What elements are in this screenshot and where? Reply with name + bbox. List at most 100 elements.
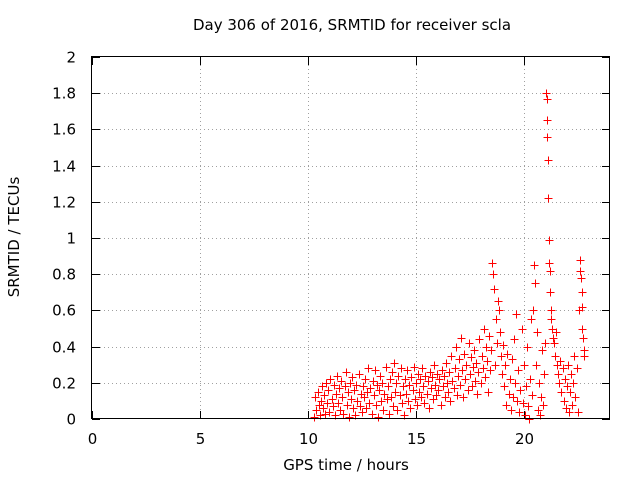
x-tick-label: 5 (196, 430, 206, 448)
data-point (323, 399, 332, 408)
data-point (415, 388, 424, 397)
data-point (409, 386, 418, 395)
data-point (440, 372, 449, 381)
data-point (410, 363, 419, 372)
data-point (560, 397, 569, 406)
y-tick-labels: 0 0.2 0.4 0.6 0.8 1 1.2 1.4 1.6 1.8 2 (52, 49, 76, 429)
data-point (394, 372, 403, 381)
data-point (337, 377, 346, 386)
data-point (464, 386, 473, 395)
data-point (509, 393, 518, 402)
data-point (385, 410, 394, 419)
x-tick-label: 20 (515, 430, 534, 448)
data-point (511, 379, 520, 388)
data-point (543, 95, 552, 104)
data-point (524, 402, 533, 411)
data-point (498, 370, 507, 379)
data-point (544, 194, 553, 203)
data-points (310, 89, 589, 424)
data-point (364, 364, 373, 373)
data-point (446, 397, 455, 406)
data-point (551, 352, 560, 361)
data-point (372, 401, 381, 410)
data-point (467, 353, 476, 362)
gridlines (92, 57, 610, 419)
data-point (490, 285, 499, 294)
data-point (453, 391, 462, 400)
data-point (399, 382, 408, 391)
data-point (329, 402, 338, 411)
data-point (494, 297, 503, 306)
data-point (580, 352, 589, 361)
data-point (512, 310, 521, 319)
data-point (345, 413, 354, 422)
data-point (360, 393, 369, 402)
data-point (465, 339, 474, 348)
data-point (473, 390, 482, 399)
data-point (457, 334, 466, 343)
data-point (523, 343, 532, 352)
x-tick-labels: 0 5 10 15 20 (88, 430, 534, 448)
y-tick-label: 1.8 (52, 85, 76, 103)
data-point (356, 402, 365, 411)
data-point (532, 361, 541, 370)
data-point (569, 379, 578, 388)
data-point (330, 381, 339, 390)
data-point (349, 404, 358, 413)
data-point (528, 391, 537, 400)
data-point (491, 361, 500, 370)
data-point (456, 381, 465, 390)
data-point (484, 388, 493, 397)
data-point (430, 361, 439, 370)
data-point (328, 395, 337, 404)
data-point (541, 339, 550, 348)
y-tick-label: 0.6 (52, 302, 76, 320)
data-point (550, 339, 559, 348)
data-point (459, 393, 468, 402)
data-point (570, 352, 579, 361)
plot-frame (91, 56, 610, 419)
data-point (480, 325, 489, 334)
data-point (416, 375, 425, 384)
data-point (319, 404, 328, 413)
data-point (530, 261, 539, 270)
data-point (387, 393, 396, 402)
data-point (370, 391, 379, 400)
data-point (333, 372, 342, 381)
data-point (421, 372, 430, 381)
data-point (324, 386, 333, 395)
data-point (374, 413, 383, 422)
data-point (404, 397, 413, 406)
data-point (518, 325, 527, 334)
data-point (576, 267, 585, 276)
data-point (495, 306, 504, 315)
data-point (402, 390, 411, 399)
data-point (419, 382, 428, 391)
data-point (375, 386, 384, 395)
data-point (537, 393, 546, 402)
data-point (534, 406, 543, 415)
data-point (365, 399, 374, 408)
data-point (386, 375, 395, 384)
data-point (577, 274, 586, 283)
data-point (339, 410, 348, 419)
data-point (526, 375, 535, 384)
data-point (312, 406, 321, 415)
data-point (362, 404, 371, 413)
data-point (366, 384, 375, 393)
y-tick-label: 1.2 (52, 194, 76, 212)
data-point (352, 381, 361, 390)
data-point (431, 381, 440, 390)
y-tick-label: 0.4 (52, 339, 76, 357)
data-point (314, 388, 323, 397)
chart-title: Day 306 of 2016, SRMTID for receiver scl… (193, 16, 511, 34)
data-point (428, 373, 437, 382)
data-point (341, 382, 350, 391)
data-point (533, 328, 542, 337)
data-point (481, 373, 490, 382)
data-point (489, 270, 498, 279)
data-point (508, 355, 517, 364)
x-axis-title: GPS time / hours (283, 456, 409, 474)
data-point (437, 401, 446, 410)
